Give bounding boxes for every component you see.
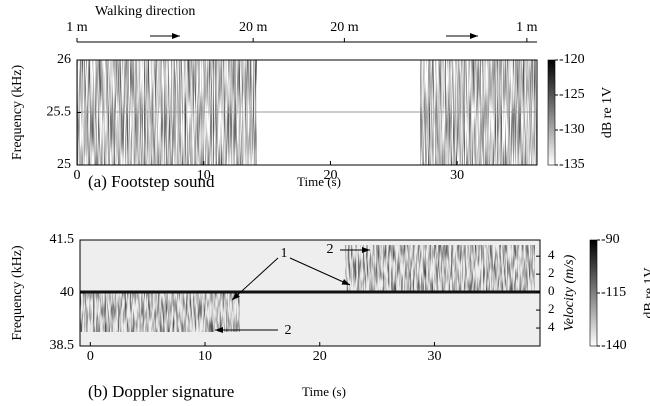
caption: (a) Footstep sound — [88, 172, 215, 191]
colorbar-tick-label: -135 — [559, 157, 585, 172]
y-tick-label: 38.5 — [50, 338, 75, 353]
colorbar-tick-label: -140 — [601, 338, 627, 353]
x-tick-label: 10 — [197, 168, 211, 183]
y2-tick-label: 2 — [548, 301, 555, 316]
x-tick-label: 30 — [427, 349, 441, 364]
top-tick-label: 1 m — [66, 20, 88, 35]
colorbar-tick-label: -120 — [559, 52, 585, 67]
x-axis-label: Time (s) — [297, 174, 341, 189]
arrow — [231, 257, 279, 301]
y2-tick-label: 2 — [548, 265, 555, 280]
y-tick-label: 40 — [60, 285, 74, 300]
annotation: 2 — [285, 323, 292, 338]
y-tick-label: 26 — [57, 52, 71, 67]
x-tick-label: 10 — [198, 349, 212, 364]
x-tick-label: 30 — [450, 168, 464, 183]
x-tick-label: 20 — [323, 168, 337, 183]
colorbar-label: dB re 1V — [600, 87, 615, 138]
x-axis-label: Time (s) — [302, 384, 346, 399]
annotation: 1 — [281, 246, 288, 261]
arrow — [289, 257, 351, 286]
texture — [345, 245, 535, 292]
colorbar-tick-label: -115 — [601, 285, 626, 300]
annotation: Walking direction — [95, 4, 195, 19]
colorbar — [547, 59, 556, 166]
x-tick-label: 0 — [74, 168, 81, 183]
x-tick-label: 0 — [87, 349, 94, 364]
texture — [80, 292, 240, 332]
top-tick-label: 1 m — [516, 20, 538, 35]
colorbar-tick-label: -125 — [559, 87, 585, 102]
colorbar-tick-label: -90 — [601, 232, 620, 247]
top-tick-label: 20 m — [239, 20, 268, 35]
x-tick-label: 20 — [313, 349, 327, 364]
y-axis-label: Frequency (kHz) — [10, 65, 25, 161]
top-tick-label: 20 m — [330, 20, 359, 35]
y-tick-label: 25.5 — [47, 105, 72, 120]
caption: (b) Doppler signature — [88, 382, 234, 401]
y2-tick-label: 4 — [548, 247, 555, 262]
colorbar-label: dB re 1V — [642, 267, 650, 318]
y-tick-label: 25 — [57, 157, 71, 172]
annotation: 2 — [327, 242, 334, 257]
colorbar-tick-label: -130 — [559, 122, 585, 137]
y-tick-label: 41.5 — [50, 232, 75, 247]
y2-tick-label: 0 — [548, 283, 555, 298]
y-axis-label: Frequency (kHz) — [10, 245, 25, 341]
y2-tick-label: 4 — [548, 319, 555, 334]
y2-axis-label: Velocity (m/s) — [562, 254, 577, 331]
colorbar — [589, 239, 598, 347]
